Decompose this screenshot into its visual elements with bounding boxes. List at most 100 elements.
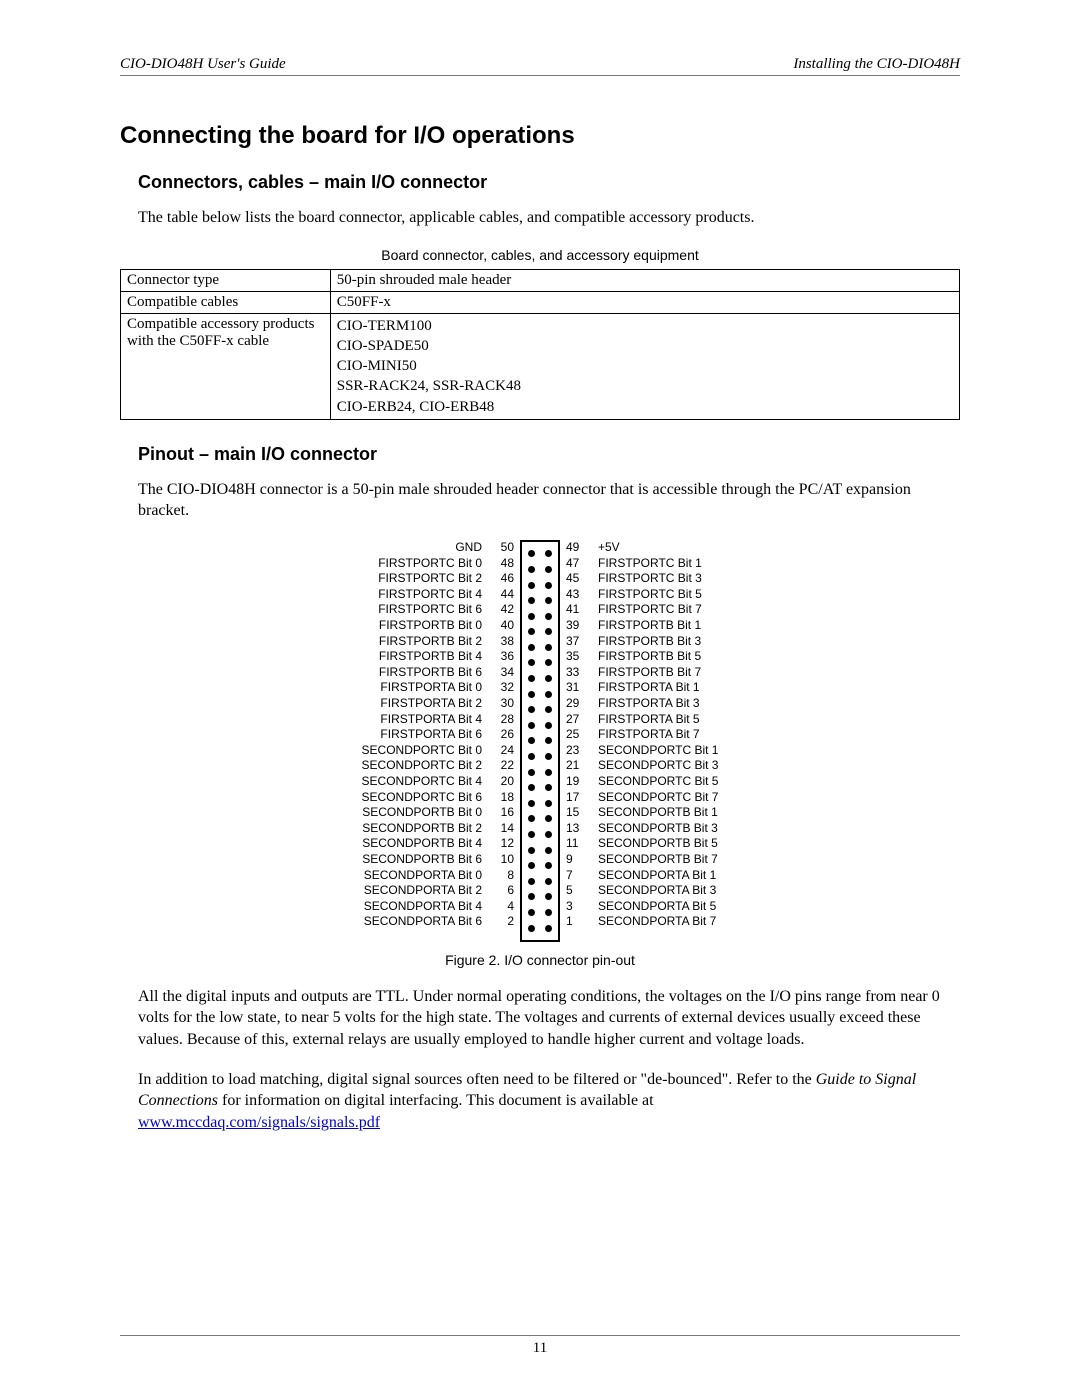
pin-row-right: 9SECONDPORTB Bit 7 bbox=[566, 852, 718, 868]
pin-row-left: FIRSTPORTA Bit 230 bbox=[380, 696, 514, 712]
pin-dots-row bbox=[528, 842, 552, 858]
connector-body bbox=[520, 540, 560, 942]
pin-dot bbox=[545, 613, 552, 620]
pin-row-right: 11SECONDPORTB Bit 5 bbox=[566, 836, 718, 852]
pin-dots-row bbox=[528, 718, 552, 734]
pin-dot bbox=[545, 893, 552, 900]
pin-row-left: FIRSTPORTA Bit 032 bbox=[380, 680, 514, 696]
connector-table: Connector type 50-pin shrouded male head… bbox=[120, 269, 960, 420]
pin-row-left: FIRSTPORTB Bit 634 bbox=[379, 665, 514, 681]
pin-row-left: SECONDPORTC Bit 222 bbox=[362, 758, 514, 774]
pin-dot bbox=[528, 831, 535, 838]
pin-row-right: 49+5V bbox=[566, 540, 620, 556]
pin-dots-row bbox=[528, 920, 552, 936]
pin-row-right: 37FIRSTPORTB Bit 3 bbox=[566, 634, 701, 650]
pin-row-right: 25FIRSTPORTA Bit 7 bbox=[566, 727, 700, 743]
pin-row-right: 33FIRSTPORTB Bit 7 bbox=[566, 665, 701, 681]
pin-dots-row bbox=[528, 796, 552, 812]
pin-dot bbox=[545, 659, 552, 666]
pin-row-right: 23SECONDPORTC Bit 1 bbox=[566, 743, 718, 759]
pin-dots-row bbox=[528, 749, 552, 765]
pin-dot bbox=[545, 800, 552, 807]
pin-row-right: 29FIRSTPORTA Bit 3 bbox=[566, 696, 700, 712]
signals-link[interactable]: www.mccdaq.com/signals/signals.pdf bbox=[138, 1114, 380, 1131]
pin-dots-row bbox=[528, 733, 552, 749]
section-pinout-intro: The CIO-DIO48H connector is a 50-pin mal… bbox=[138, 479, 960, 522]
pin-row-right: 3SECONDPORTA Bit 5 bbox=[566, 899, 716, 915]
pin-dot bbox=[545, 582, 552, 589]
pin-dot bbox=[528, 815, 535, 822]
table-row: Connector type 50-pin shrouded male head… bbox=[121, 269, 960, 291]
cell-label: Compatible accessory products with the C… bbox=[121, 313, 331, 419]
page-number: 11 bbox=[533, 1340, 547, 1356]
pin-dot bbox=[528, 909, 535, 916]
pin-row-left: SECONDPORTB Bit 610 bbox=[362, 852, 514, 868]
pin-dots-row bbox=[528, 546, 552, 562]
pin-row-left: SECONDPORTC Bit 618 bbox=[362, 790, 514, 806]
paragraph-debounce: In addition to load matching, digital si… bbox=[138, 1069, 960, 1134]
pin-dots-row bbox=[528, 811, 552, 827]
pin-row-left: SECONDPORTA Bit 08 bbox=[364, 868, 514, 884]
pin-dots-row bbox=[528, 858, 552, 874]
pin-dot bbox=[528, 925, 535, 932]
pin-dot bbox=[528, 706, 535, 713]
pin-dots-row bbox=[528, 640, 552, 656]
pin-row-right: 1SECONDPORTA Bit 7 bbox=[566, 914, 716, 930]
pin-row-right: 15SECONDPORTB Bit 1 bbox=[566, 805, 718, 821]
table-row: Compatible accessory products with the C… bbox=[121, 313, 960, 419]
pin-row-left: SECONDPORTB Bit 412 bbox=[362, 836, 514, 852]
pin-dot bbox=[528, 628, 535, 635]
pin-row-left: SECONDPORTA Bit 26 bbox=[364, 883, 514, 899]
pin-dots-row bbox=[528, 577, 552, 593]
pin-row-left: SECONDPORTB Bit 016 bbox=[362, 805, 514, 821]
pin-dot bbox=[545, 753, 552, 760]
pin-dot bbox=[528, 675, 535, 682]
pin-dot bbox=[545, 909, 552, 916]
pin-dot bbox=[545, 628, 552, 635]
pin-dot bbox=[545, 691, 552, 698]
header-right: Installing the CIO-DIO48H bbox=[793, 56, 960, 73]
pin-dots-row bbox=[528, 624, 552, 640]
pin-dots-row bbox=[528, 764, 552, 780]
pin-column-right: 49+5V47FIRSTPORTC Bit 145FIRSTPORTC Bit … bbox=[566, 540, 718, 942]
pin-dot bbox=[528, 769, 535, 776]
page-header: CIO-DIO48H User's Guide Installing the C… bbox=[120, 56, 960, 76]
pin-dot bbox=[545, 925, 552, 932]
pin-row-right: 47FIRSTPORTC Bit 1 bbox=[566, 556, 702, 572]
pin-row-left: FIRSTPORTC Bit 444 bbox=[378, 587, 514, 603]
pin-dots-row bbox=[528, 686, 552, 702]
pin-dot bbox=[545, 847, 552, 854]
pin-dot bbox=[528, 737, 535, 744]
page-footer: 11 bbox=[120, 1335, 960, 1357]
pin-row-right: 13SECONDPORTB Bit 3 bbox=[566, 821, 718, 837]
pin-dot bbox=[545, 862, 552, 869]
pin-row-left: FIRSTPORTA Bit 626 bbox=[380, 727, 514, 743]
pin-dot bbox=[528, 753, 535, 760]
pin-dots-row bbox=[528, 608, 552, 624]
pin-row-left: SECONDPORTC Bit 024 bbox=[362, 743, 514, 759]
pin-row-right: 7SECONDPORTA Bit 1 bbox=[566, 868, 716, 884]
pin-row-right: 17SECONDPORTC Bit 7 bbox=[566, 790, 718, 806]
pin-row-right: 39FIRSTPORTB Bit 1 bbox=[566, 618, 701, 634]
pin-dot bbox=[528, 613, 535, 620]
pin-row-left: SECONDPORTC Bit 420 bbox=[362, 774, 514, 790]
pin-dot bbox=[528, 644, 535, 651]
pin-row-left: FIRSTPORTC Bit 246 bbox=[378, 571, 514, 587]
pin-dot bbox=[545, 737, 552, 744]
pin-row-left: FIRSTPORTB Bit 040 bbox=[379, 618, 514, 634]
pin-dot bbox=[545, 815, 552, 822]
pin-row-left: SECONDPORTA Bit 44 bbox=[364, 899, 514, 915]
pin-dots-row bbox=[528, 655, 552, 671]
accessory-item: CIO-ERB24, CIO-ERB48 bbox=[337, 397, 953, 417]
paragraph-ttl: All the digital inputs and outputs are T… bbox=[138, 986, 960, 1051]
pin-dot bbox=[545, 831, 552, 838]
pin-row-left: GND50 bbox=[455, 540, 514, 556]
pin-dot bbox=[545, 878, 552, 885]
pin-dot bbox=[528, 893, 535, 900]
pin-dots-row bbox=[528, 780, 552, 796]
pin-dot bbox=[528, 566, 535, 573]
pin-dot bbox=[545, 597, 552, 604]
pin-dots-row bbox=[528, 889, 552, 905]
pin-row-left: SECONDPORTB Bit 214 bbox=[362, 821, 514, 837]
pin-dot bbox=[528, 691, 535, 698]
